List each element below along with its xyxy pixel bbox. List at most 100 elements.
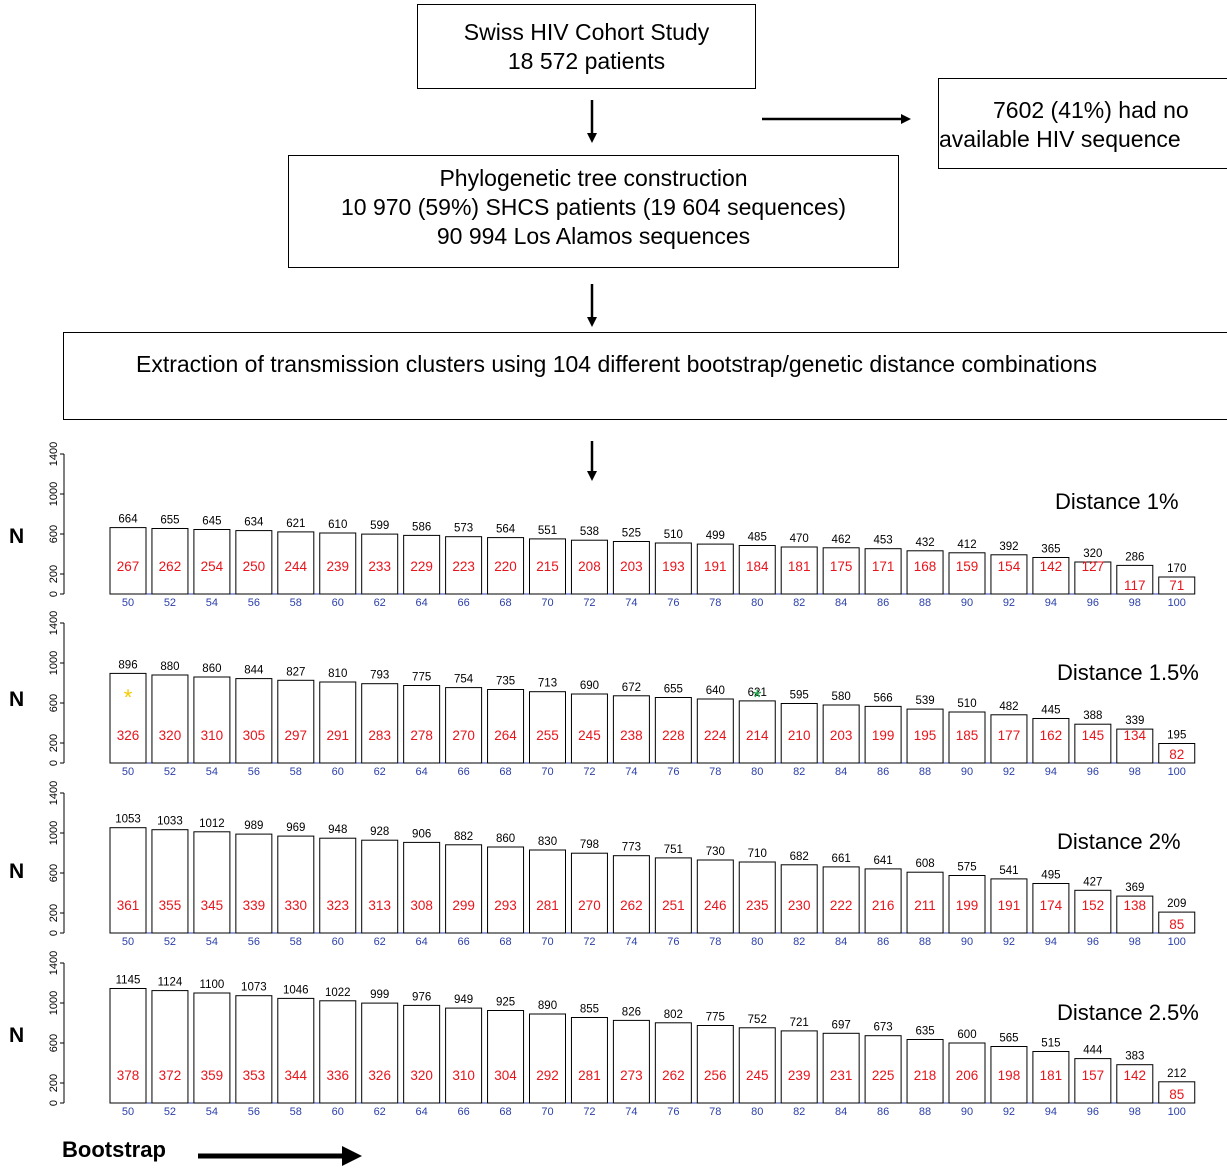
panel-2-bar	[990, 714, 1028, 764]
panel-2-bar-value: 621	[748, 687, 767, 699]
panel-2-y-tick-label: 0	[48, 760, 60, 766]
panel-4-bar	[1116, 1064, 1154, 1104]
x-axis-label: Bootstrap	[62, 1137, 166, 1162]
panel-4-bar-inner-value: 181	[1040, 1068, 1063, 1083]
panel-2-bar-inner-value: 210	[788, 728, 811, 743]
panel-3-bar	[235, 833, 273, 934]
panel-2-bar-value: 580	[832, 691, 851, 703]
panel-2-title: Distance 1.5%	[1057, 660, 1199, 685]
panel-1-bar-inner-value: 239	[326, 559, 349, 574]
panel-4-x-tick-label: 96	[1087, 1106, 1099, 1118]
panel-3-bar-inner-value: 281	[536, 898, 559, 913]
panel-4-bar-inner-value: 292	[536, 1068, 559, 1083]
panel-4-bar-value: 600	[957, 1029, 976, 1041]
panel-1-bar-value: 538	[580, 526, 599, 538]
panel-4-x-tick-label: 82	[793, 1106, 805, 1118]
panel-2-bar-inner-value: 228	[662, 728, 685, 743]
panel-3-bar-inner-value: 85	[1169, 917, 1184, 932]
panel-1-bar-value: 599	[370, 520, 389, 532]
panel-4-bar-value: 752	[748, 1014, 767, 1026]
panel-1-bar-value: 499	[706, 530, 725, 542]
panel-2-bar-value: 388	[1083, 710, 1102, 722]
panel-1-bar	[1074, 561, 1112, 595]
panel-4-bar	[277, 997, 315, 1104]
panel-4-bar-value: 976	[412, 991, 431, 1003]
panel-2-y-tick-label: 200	[48, 734, 60, 752]
panel-1-x-tick-label: 74	[625, 597, 637, 609]
flow-arrows	[587, 100, 911, 481]
panel-3-bar-inner-value: 313	[368, 898, 391, 913]
panel-2-bar-inner-value: 278	[410, 728, 433, 743]
panel-3-x-tick-label: 94	[1045, 936, 1057, 948]
panel-4-bar	[780, 1030, 818, 1104]
panel-3-x-tick-label: 98	[1129, 936, 1141, 948]
panel-3-bar	[1032, 883, 1070, 934]
panel-1-x-tick-label: 76	[667, 597, 679, 609]
panel-2-bar-value: 539	[915, 695, 934, 707]
panel-3-bar	[654, 857, 692, 934]
panel-4-bar-inner-value: 326	[368, 1068, 391, 1083]
panel-4-bar	[906, 1039, 944, 1104]
panel-1-bar	[193, 529, 231, 595]
panel-1-x-tick-label: 100	[1168, 597, 1186, 609]
panel-2-bar	[654, 697, 692, 764]
panel-4-bar-value: 565	[999, 1033, 1018, 1045]
panel-3-bar	[277, 835, 315, 934]
panel-4-bar	[403, 1004, 441, 1104]
panel-4-y-tick-label: 600	[48, 1034, 60, 1052]
panel-2-bar-inner-value: 134	[1124, 728, 1147, 743]
panel-3-bar	[780, 864, 818, 934]
panel-1-x-tick-label: 78	[709, 597, 721, 609]
panel-2-bar-value: 775	[412, 672, 431, 684]
panel-4-bar-inner-value: 225	[872, 1068, 895, 1083]
panel-3-title: Distance 2%	[1057, 829, 1181, 854]
panel-2-bar-value: 595	[790, 690, 809, 702]
panel-2-bar-inner-value: 305	[243, 728, 266, 743]
panel-3-bar-value: 682	[790, 851, 809, 863]
panel-3-y-tick-label: 0	[48, 930, 60, 936]
panel-2-x-tick-label: 62	[374, 766, 386, 778]
panel-4-bar-inner-value: 206	[956, 1068, 979, 1083]
panel-1-bar-inner-value: 229	[410, 559, 433, 574]
panel-2-bar	[780, 703, 818, 764]
panel-2-x-tick-label: 96	[1087, 766, 1099, 778]
panel-3-bar	[906, 871, 944, 934]
panel-2-bar-value: 860	[202, 663, 221, 675]
tree-box-line-3: 90 994 Los Alamos sequences	[436, 223, 751, 249]
panel-1-bar-inner-value: 208	[578, 559, 601, 574]
panel-1-x-tick-label: 88	[919, 597, 931, 609]
panel-2-bar	[445, 687, 483, 764]
panel-3-bar-inner-value: 246	[704, 898, 727, 913]
panel-1-bar-value: 664	[118, 514, 138, 526]
panel-1-bar-inner-value: 250	[243, 559, 266, 574]
panel-4-x-tick-label: 72	[583, 1106, 595, 1118]
panel-1-bar-value: 573	[454, 523, 473, 535]
panel-4-title: Distance 2.5%	[1057, 1000, 1199, 1025]
panel-2-bar-inner-value: 177	[998, 728, 1021, 743]
panel-4-bar-value: 999	[370, 989, 389, 1001]
panel-3-x-tick-label: 52	[164, 936, 176, 948]
panel-3-bar-inner-value: 138	[1124, 898, 1147, 913]
panel-4-bar	[235, 995, 273, 1104]
panel-3-bar-value: 1053	[115, 814, 141, 826]
tree-construction-box: Phylogenetic tree construction 10 970 (5…	[288, 155, 899, 268]
panel-1-bar-value: 470	[790, 533, 809, 545]
panel-3-bar-inner-value: 216	[872, 898, 895, 913]
panel-1-x-tick-label: 66	[457, 597, 469, 609]
panel-3-bar	[487, 846, 525, 934]
panel-1-bar-value: 621	[286, 518, 305, 530]
panel-2-bar	[1074, 723, 1112, 764]
panel-3-bar	[696, 859, 734, 934]
panel-4-bar-value: 1145	[116, 975, 141, 987]
panel-4-bar	[445, 1007, 483, 1104]
panel-3-bar-value: 661	[832, 853, 851, 865]
panel-4-bar-value: 444	[1083, 1045, 1103, 1057]
panel-2-x-tick-label: 50	[122, 766, 134, 778]
panel-2-y-tick-label: 600	[48, 694, 60, 712]
panel-3-bar	[864, 868, 902, 934]
panel-4-bar	[948, 1042, 986, 1104]
panel-3-bar-value: 882	[454, 831, 473, 843]
panel-2-bar-value: 735	[496, 676, 515, 688]
panel-3-bar	[990, 878, 1028, 934]
panel-4-bar-inner-value: 344	[285, 1068, 308, 1083]
